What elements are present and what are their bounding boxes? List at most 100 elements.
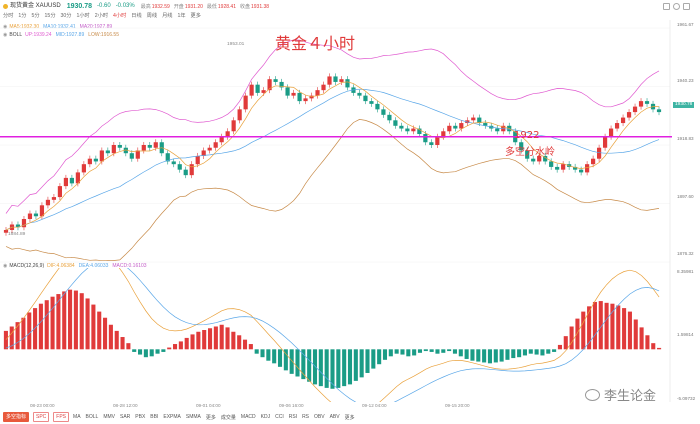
macd-bar — [242, 339, 248, 350]
macd-bar — [581, 311, 586, 350]
indicator-tab[interactable]: 成交量 — [220, 414, 236, 421]
macd-bar — [546, 349, 551, 354]
macd-bar — [155, 349, 160, 354]
candle-body — [525, 150, 530, 159]
macd-chart[interactable] — [0, 268, 700, 402]
timeframe-tab[interactable]: 分时 — [3, 12, 14, 19]
date-label: 09-06 16:00 — [279, 403, 304, 408]
timeframe-tab[interactable]: 1年 — [177, 12, 186, 19]
macd-dea-line — [5, 268, 660, 402]
macd-bar — [237, 335, 242, 350]
candlestick-chart[interactable] — [0, 20, 700, 268]
help-icon[interactable] — [673, 3, 680, 10]
macd-bar — [505, 349, 510, 360]
indicator-tab[interactable]: BBI — [150, 414, 159, 420]
indicator-tab[interactable]: OBV — [314, 414, 325, 420]
indicator-tab[interactable]: RS — [302, 414, 310, 420]
indicator-tab[interactable]: SAR — [120, 414, 131, 420]
eye-icon[interactable]: ◉ — [3, 262, 8, 269]
macd-bar — [312, 349, 318, 385]
candle-body — [57, 186, 63, 198]
macd-bar — [3, 330, 8, 350]
macd-bar — [283, 349, 288, 371]
candle-body — [285, 87, 290, 96]
macd-bar — [207, 328, 213, 350]
stat-label: 收盘 — [239, 3, 250, 10]
candle-body — [195, 155, 200, 165]
timeframe-tab[interactable]: 15分 — [44, 12, 56, 19]
timeframe-tab[interactable]: 5分 — [31, 12, 40, 19]
indicator-tab[interactable]: RSI — [288, 414, 298, 420]
price-axis-label: 1940.23 — [677, 78, 694, 83]
indicator-tab[interactable]: KDJ — [260, 414, 271, 420]
macd-bar — [447, 349, 452, 352]
symbol-name[interactable]: 现货黄金 XAUUSD — [10, 3, 61, 9]
indicator-tab[interactable]: 更多 — [344, 414, 355, 421]
candle-body — [549, 161, 554, 167]
candle-body — [632, 106, 638, 113]
timeframe-tab[interactable]: 更多 — [190, 12, 201, 19]
candle-body — [183, 169, 188, 176]
indicator-tab[interactable]: MACD — [240, 414, 256, 420]
candle-body — [614, 123, 620, 129]
fullscreen-icon[interactable] — [683, 3, 690, 10]
timeframe-tab[interactable]: 周线 — [146, 12, 158, 19]
candle-body — [153, 142, 158, 148]
candle-body — [531, 158, 536, 162]
timeframe-tab[interactable]: 2小时 — [94, 12, 109, 19]
macd-bar — [458, 349, 463, 357]
macd-bar — [301, 349, 306, 380]
candle-body — [105, 150, 110, 154]
macd-dif-line — [5, 268, 660, 402]
indicator-tab[interactable]: MA — [73, 414, 81, 420]
candle-body — [273, 79, 278, 82]
macd-bar — [452, 349, 458, 354]
macd-bar — [400, 349, 405, 355]
macd-bar — [260, 349, 265, 358]
candle-body — [477, 117, 482, 124]
macd-bar — [645, 335, 650, 350]
macd-bar — [534, 349, 539, 355]
timeframe-tabs: 分时 1分 5分 15分 30分 1小时 2小时 4小时 日线 周线 月线 1年 更多 — [3, 11, 206, 19]
candle-body — [189, 164, 194, 176]
macd-bar — [499, 349, 504, 362]
candle-body — [459, 123, 464, 129]
stat-label: 最高 — [140, 3, 151, 10]
eye-icon[interactable]: ◉ — [3, 31, 8, 38]
quote-header: 现货黄金 XAUUSD 1930.78 -0.60 -0.03% 最高 1932.… — [3, 2, 273, 11]
macd-bar — [353, 349, 358, 381]
eye-icon[interactable]: ◉ — [3, 23, 8, 30]
current-price-tag: 1930.78 — [673, 102, 695, 108]
timeframe-tab[interactable]: 1小时 — [76, 12, 90, 19]
settings-icon[interactable] — [663, 3, 670, 10]
macd-bar — [552, 349, 557, 352]
indicator-tab[interactable]: EXPMA — [163, 414, 181, 420]
timeframe-tab[interactable]: 日线 — [131, 12, 142, 19]
macd-bar — [657, 347, 662, 350]
timeframe-tab[interactable]: 1分 — [18, 12, 27, 19]
timeframe-tab[interactable]: 4小时 — [113, 12, 127, 19]
indicator-tab[interactable]: 更多 — [205, 414, 216, 421]
price-change: -0.60 — [97, 3, 111, 9]
timeframe-tab[interactable]: 月线 — [162, 12, 173, 19]
candle-body — [117, 144, 122, 148]
current-price: 1930.78 — [66, 3, 92, 10]
indicator-tab[interactable]: CCI — [275, 414, 284, 420]
candle-body — [537, 155, 542, 162]
boll-lower-line — [5, 119, 660, 262]
indicator-chip[interactable]: FPS — [53, 412, 70, 422]
candle-body — [219, 136, 224, 143]
macd-bar — [616, 305, 621, 350]
indicator-tab[interactable]: SMMA — [185, 414, 201, 420]
level-annotation: 1922 — [514, 130, 540, 141]
indicator-chip[interactable]: SPC — [33, 412, 50, 422]
indicator-tab[interactable]: BOLL — [85, 414, 99, 420]
timeframe-tab[interactable]: 30分 — [60, 12, 72, 19]
indicator-tab[interactable]: MMV — [103, 414, 115, 420]
indicator-tab[interactable]: ABV — [329, 414, 340, 420]
indicator-chip[interactable]: 多空指标 — [3, 412, 30, 422]
candle-body — [207, 147, 212, 151]
indicator-toolbar: 多空指标 SPC FPS MA BOLL MMV SAR PBX BBI EXPMA SMMA 更多成… — [3, 412, 360, 422]
macd-bar — [622, 308, 627, 350]
indicator-tab[interactable]: PBX — [135, 414, 146, 420]
